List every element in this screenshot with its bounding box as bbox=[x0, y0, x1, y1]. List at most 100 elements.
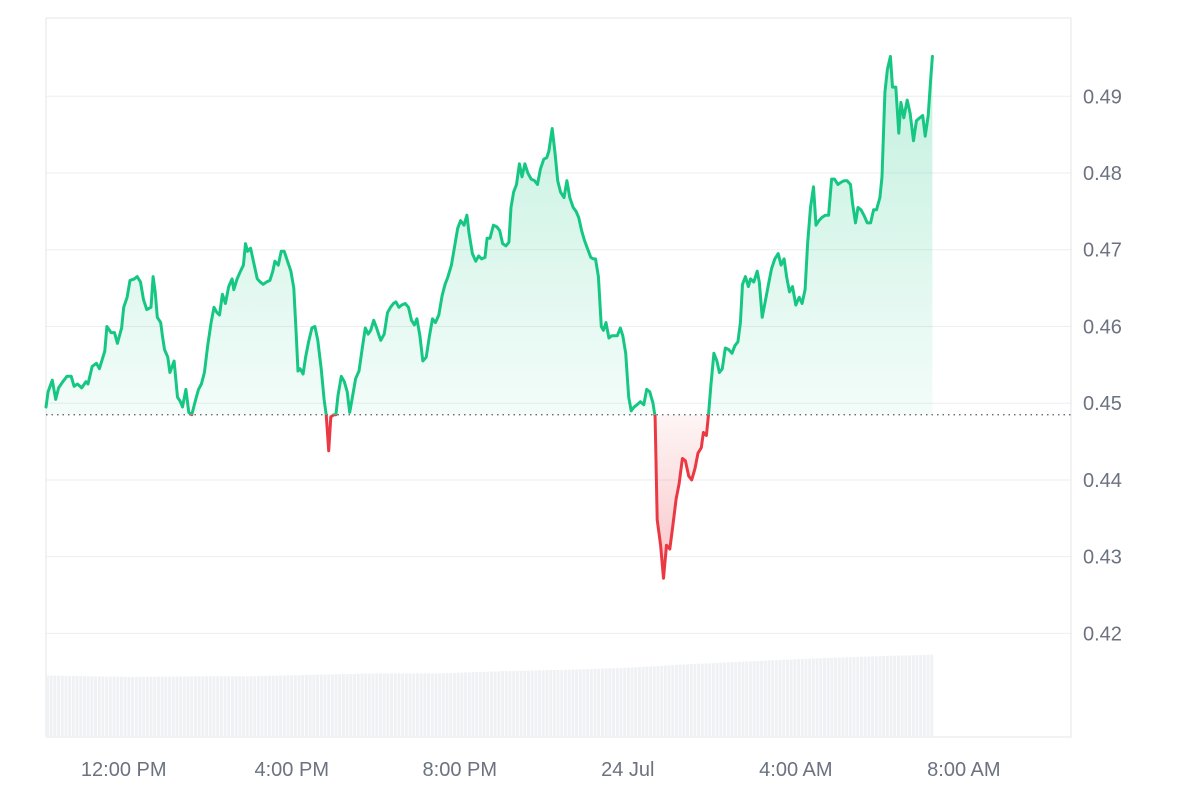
price-area-below-baseline bbox=[326, 414, 709, 579]
volume-bar bbox=[445, 673, 449, 737]
volume-bar bbox=[823, 658, 826, 737]
y-tick-label: 0.45 bbox=[1083, 393, 1122, 415]
volume-bar bbox=[723, 662, 726, 737]
volume-bar bbox=[841, 657, 845, 737]
x-tick-label: 24 Jul bbox=[601, 759, 654, 781]
volume-bar bbox=[149, 676, 153, 737]
volume-bar bbox=[712, 663, 715, 737]
volume-bar bbox=[427, 673, 430, 737]
volume-bar bbox=[490, 671, 493, 737]
volume-bar bbox=[660, 665, 664, 737]
y-axis-labels: 0.42 0.43 0.44 0.45 0.46 0.47 0.48 0.49 bbox=[1083, 86, 1122, 645]
volume-bar bbox=[626, 667, 630, 737]
y-tick-label: 0.47 bbox=[1083, 240, 1122, 262]
volume-bar bbox=[730, 662, 734, 737]
volume-bar bbox=[83, 676, 86, 737]
volume-bar bbox=[290, 675, 294, 737]
volume-bar bbox=[593, 668, 597, 737]
volume-bar bbox=[900, 655, 904, 737]
volume-bar bbox=[90, 676, 94, 737]
volume-bar bbox=[371, 673, 375, 737]
volume-bar bbox=[64, 675, 68, 737]
volume-bar bbox=[175, 676, 179, 737]
volume-bar bbox=[752, 661, 756, 737]
volume-bar bbox=[186, 676, 190, 737]
volume-bar bbox=[227, 676, 231, 737]
volume-bar bbox=[771, 660, 775, 737]
volume-bar bbox=[922, 654, 926, 737]
volume-bar bbox=[94, 676, 97, 737]
volume-bar bbox=[60, 675, 64, 737]
x-axis-labels: 12:00 PM 4:00 PM 8:00 PM 24 Jul 4:00 AM 8:00 … bbox=[81, 759, 1001, 781]
volume-bar bbox=[523, 670, 527, 737]
volume-bar bbox=[367, 673, 371, 737]
volume-bar bbox=[375, 673, 379, 737]
volume-bar bbox=[697, 663, 701, 737]
volume-bar bbox=[623, 667, 627, 737]
volume-bar bbox=[652, 666, 656, 737]
volume-bar bbox=[231, 676, 234, 737]
volume-bar bbox=[515, 670, 519, 737]
volume-bar bbox=[800, 659, 804, 737]
volume-bar bbox=[797, 659, 800, 737]
volume-bar bbox=[190, 676, 194, 737]
volume-bar bbox=[316, 674, 319, 737]
volume-bar bbox=[430, 673, 434, 737]
volume-bar bbox=[441, 673, 445, 737]
volume-bar bbox=[686, 664, 689, 737]
volume-bar bbox=[456, 672, 460, 737]
volume-bar bbox=[645, 666, 649, 737]
volume-bar bbox=[782, 659, 786, 737]
volume-bar bbox=[79, 676, 83, 737]
volume-bar bbox=[926, 654, 930, 737]
volume-bar bbox=[597, 668, 601, 737]
volume-bar bbox=[205, 676, 208, 737]
volume-bar bbox=[663, 665, 667, 737]
volume-bar bbox=[774, 660, 778, 737]
volume-bar bbox=[641, 666, 645, 737]
volume-bar bbox=[552, 670, 556, 737]
volume-bar bbox=[589, 668, 593, 737]
volume-bar bbox=[804, 658, 808, 737]
volume-bar bbox=[649, 666, 652, 737]
volume-bar bbox=[889, 655, 893, 737]
volume-bar bbox=[101, 676, 105, 737]
volume-bar bbox=[364, 673, 368, 737]
volume-bar bbox=[486, 671, 490, 737]
volume-bar bbox=[423, 673, 427, 737]
volume-bar bbox=[134, 676, 138, 737]
volume-bar bbox=[308, 674, 312, 737]
volume-bar bbox=[390, 673, 393, 737]
volume-bar bbox=[786, 659, 789, 737]
volume-bar bbox=[312, 674, 316, 737]
volume-bar bbox=[216, 676, 220, 737]
volume-bar bbox=[71, 676, 75, 737]
volume-bar bbox=[260, 676, 264, 737]
volume-bar bbox=[915, 655, 919, 737]
x-tick-label: 8:00 PM bbox=[423, 759, 497, 781]
volume-bar bbox=[612, 668, 615, 737]
volume-bar bbox=[545, 670, 549, 737]
volume-bar bbox=[460, 672, 464, 737]
volume-bar bbox=[549, 670, 553, 737]
volume-bar bbox=[678, 664, 682, 737]
volume-bar bbox=[334, 674, 338, 737]
volume-bar bbox=[242, 676, 245, 737]
volume-bar bbox=[145, 676, 149, 737]
volume-bar bbox=[86, 676, 90, 737]
volume-bar bbox=[693, 663, 697, 737]
volume-bar bbox=[737, 661, 741, 737]
volume-bar bbox=[760, 660, 763, 737]
volume-bar bbox=[464, 672, 467, 737]
volume-bar bbox=[419, 673, 423, 737]
volume-bar bbox=[157, 676, 160, 737]
volume-bar bbox=[675, 664, 678, 737]
volume-bar bbox=[715, 662, 719, 737]
x-tick-label: 8:00 AM bbox=[927, 759, 1000, 781]
volume-bar bbox=[171, 676, 175, 737]
volume-bar bbox=[327, 674, 331, 737]
x-tick-label: 4:00 AM bbox=[759, 759, 832, 781]
volume-bar bbox=[556, 670, 560, 737]
volume-bar bbox=[401, 673, 405, 737]
volume-bar bbox=[234, 676, 238, 737]
